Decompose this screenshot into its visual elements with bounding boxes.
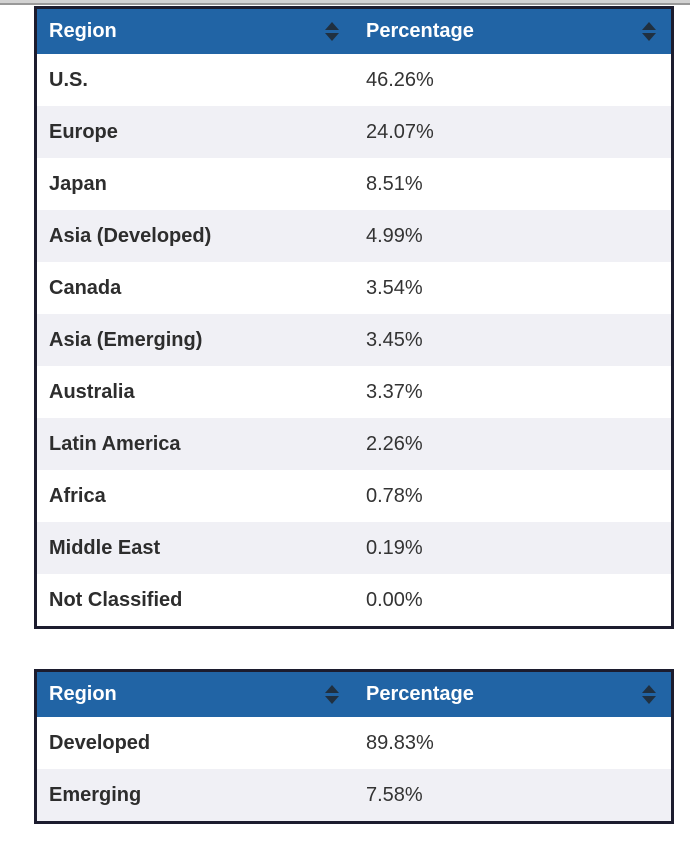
sort-descending-arrow-icon (325, 33, 339, 41)
sort-both-icon[interactable] (642, 22, 656, 41)
table-row: Not Classified 0.00% (37, 574, 671, 626)
region-cell: Japan (49, 172, 107, 195)
sort-both-icon[interactable] (642, 685, 656, 704)
column-header-region[interactable]: Region (37, 9, 354, 54)
percentage-cell: 0.00% (366, 588, 423, 611)
page: Region Percentage U.S. 46.26% Europe 24.07%… (0, 0, 690, 824)
table-row: Africa 0.78% (37, 470, 671, 522)
table-row: Developed 89.83% (37, 717, 671, 769)
sort-ascending-arrow-icon (642, 22, 656, 30)
content-area: Region Percentage U.S. 46.26% Europe 24.07%… (0, 5, 690, 824)
table-row: Europe 24.07% (37, 106, 671, 158)
region-cell: Emerging (49, 783, 142, 806)
region-allocation-table: Region Percentage U.S. 46.26% Europe 24.07%… (34, 6, 674, 629)
table-body: U.S. 46.26% Europe 24.07% Japan 8.51% Asia (De… (37, 54, 671, 626)
table-row: Emerging 7.58% (37, 769, 671, 821)
region-cell: Middle East (49, 536, 161, 559)
percentage-cell: 3.37% (366, 380, 423, 403)
region-cell: Africa (49, 484, 106, 507)
table-row: Canada 3.54% (37, 262, 671, 314)
sort-both-icon[interactable] (325, 22, 339, 41)
table-header-row: Region Percentage (37, 9, 671, 54)
region-cell: Asia (Emerging) (49, 328, 203, 351)
market-classification-table: Region Percentage Developed 89.83% Emergin… (34, 669, 674, 824)
table-body: Developed 89.83% Emerging 7.58% (37, 717, 671, 821)
region-cell: Not Classified (49, 588, 183, 611)
column-header-label: Region (49, 683, 117, 705)
region-cell: Canada (49, 276, 122, 299)
sort-descending-arrow-icon (642, 33, 656, 41)
region-cell: U.S. (49, 68, 88, 91)
sort-descending-arrow-icon (642, 696, 656, 704)
table-row: Australia 3.37% (37, 366, 671, 418)
percentage-cell: 0.19% (366, 536, 423, 559)
column-header-percentage[interactable]: Percentage (354, 672, 671, 717)
sort-descending-arrow-icon (325, 696, 339, 704)
region-cell: Developed (49, 731, 151, 754)
table-row: Latin America 2.26% (37, 418, 671, 470)
sort-both-icon[interactable] (325, 685, 339, 704)
column-header-region[interactable]: Region (37, 672, 354, 717)
percentage-cell: 0.78% (366, 484, 423, 507)
table-row: U.S. 46.26% (37, 54, 671, 106)
percentage-cell: 3.54% (366, 276, 423, 299)
percentage-cell: 7.58% (366, 783, 423, 806)
region-cell: Europe (49, 120, 118, 143)
column-header-label: Percentage (366, 683, 474, 705)
percentage-cell: 8.51% (366, 172, 423, 195)
percentage-cell: 2.26% (366, 432, 423, 455)
percentage-cell: 3.45% (366, 328, 423, 351)
sort-ascending-arrow-icon (325, 685, 339, 693)
percentage-cell: 4.99% (366, 224, 423, 247)
browser-chrome-edge (0, 0, 690, 5)
region-cell: Asia (Developed) (49, 224, 212, 247)
region-cell: Latin America (49, 432, 181, 455)
percentage-cell: 24.07% (366, 120, 434, 143)
region-cell: Australia (49, 380, 135, 403)
percentage-cell: 89.83% (366, 731, 434, 754)
table-row: Japan 8.51% (37, 158, 671, 210)
table-header-row: Region Percentage (37, 672, 671, 717)
sort-ascending-arrow-icon (325, 22, 339, 30)
table-row: Middle East 0.19% (37, 522, 671, 574)
column-header-percentage[interactable]: Percentage (354, 9, 671, 54)
column-header-label: Region (49, 20, 117, 42)
table-row: Asia (Developed) 4.99% (37, 210, 671, 262)
percentage-cell: 46.26% (366, 68, 434, 91)
column-header-label: Percentage (366, 20, 474, 42)
sort-ascending-arrow-icon (642, 685, 656, 693)
table-row: Asia (Emerging) 3.45% (37, 314, 671, 366)
